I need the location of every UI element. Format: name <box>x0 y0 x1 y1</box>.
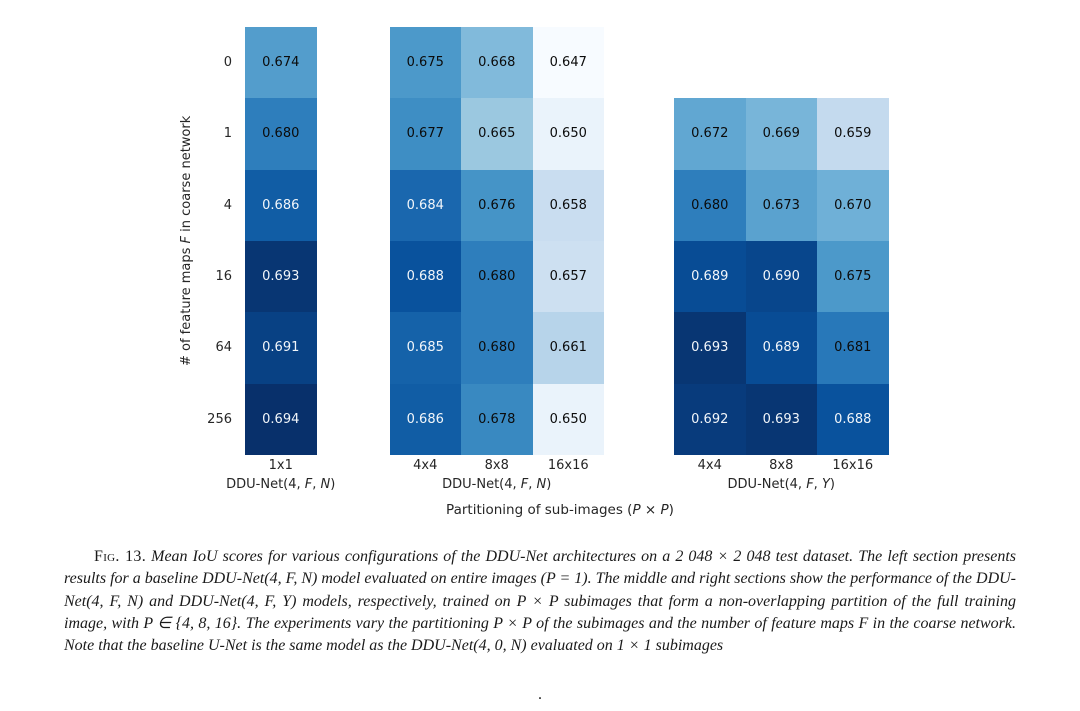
row-tick-label: 1 <box>223 126 232 142</box>
heatmap-cell: 0.675 <box>817 240 889 313</box>
heatmap-cell: 0.676 <box>461 169 533 241</box>
heatmap-cell: 0.690 <box>745 240 817 313</box>
heatmap-cell: 0.657 <box>532 240 604 313</box>
heatmap-cell: 0.688 <box>817 383 889 455</box>
heatmap-cell: 0.647 <box>532 27 604 99</box>
heatmap-section-2: 0.672 0.669 0.659 0.680 0.673 0.670 0.689 0.690… <box>674 98 889 455</box>
heatmap-cell: 0.684 <box>389 169 461 241</box>
heatmap-cell: 0.688 <box>389 240 461 313</box>
heatmap-cell: 0.665 <box>461 98 533 170</box>
heatmap-cell: 0.689 <box>674 240 746 313</box>
heatmap-cell: 0.685 <box>389 312 461 384</box>
row-tick-label: 16 <box>215 269 232 285</box>
section-title: DDU-Net(4, F, N) <box>442 477 552 492</box>
heatmap-section-1: 0.675 0.668 0.647 0.677 0.665 0.650 0.684 0.676… <box>389 27 604 455</box>
heatmap-cell: 0.692 <box>674 383 746 455</box>
row-tick-label: 0 <box>223 55 232 71</box>
section-title: DDU-Net(4, F, N) <box>226 477 336 492</box>
heatmap-cell: 0.678 <box>461 383 533 455</box>
heatmap-cell: 0.693 <box>745 383 817 455</box>
heatmap-cell: 0.689 <box>745 312 817 384</box>
heatmap-cell: 0.672 <box>674 98 746 170</box>
heatmap-cell: 0.694 <box>245 383 317 455</box>
heatmap-cell: 0.680 <box>674 169 746 241</box>
heatmap-cell: 0.669 <box>745 98 817 170</box>
heatmap-cell: 0.673 <box>745 169 817 241</box>
column-tick-label: 16x16 <box>547 458 589 473</box>
heatmap-cell: 0.674 <box>245 27 317 99</box>
heatmap-cell: 0.680 <box>461 240 533 313</box>
heatmap-cell: 0.675 <box>389 27 461 99</box>
column-tick-label: 4x4 <box>413 458 438 473</box>
heatmap-cell: 0.693 <box>674 312 746 384</box>
row-tick-label: 4 <box>223 197 232 213</box>
heatmap-cell: 0.691 <box>245 312 317 384</box>
figure-caption: Fig. 13. Mean IoU scores for various con… <box>64 546 1016 657</box>
row-tick-label: 64 <box>215 340 232 356</box>
heatmap-cell: 0.668 <box>461 27 533 99</box>
column-tick-label: 8x8 <box>484 458 509 473</box>
heatmap-cell: 0.661 <box>532 312 604 384</box>
caption-text: Mean IoU scores for various configuratio… <box>64 548 1017 655</box>
heatmap-cell: 0.681 <box>817 312 889 384</box>
heatmap-cell: 0.677 <box>389 98 461 170</box>
heatmap-cell: 0.686 <box>245 169 317 241</box>
heatmap-section-0: 0.674 0.680 0.686 0.693 0.691 0.694 <box>245 27 317 455</box>
column-tick-label: 4x4 <box>697 458 722 473</box>
row-tick-label: 256 <box>207 411 232 427</box>
heatmap-cell: 0.680 <box>245 98 317 170</box>
column-tick-label: 8x8 <box>769 458 794 473</box>
heatmap-cell: 0.650 <box>532 98 604 170</box>
column-tick-label: 1x1 <box>268 458 293 473</box>
column-tick-label: 16x16 <box>832 458 874 473</box>
heatmap-cell: 0.650 <box>532 383 604 455</box>
section-title: DDU-Net(4, F, Y) <box>727 477 835 492</box>
caption-fig-label: Fig. 13. <box>94 548 147 565</box>
caption-trailing-period: . <box>538 686 542 703</box>
heatmap-cell: 0.693 <box>245 240 317 313</box>
heatmap-cell: 0.680 <box>461 312 533 384</box>
x-axis-label: Partitioning of sub-images (P × P) <box>446 502 674 518</box>
heatmap-cell: 0.670 <box>817 169 889 241</box>
heatmap-cell: 0.658 <box>532 169 604 241</box>
heatmap-cell: 0.686 <box>389 383 461 455</box>
heatmap-cell: 0.659 <box>817 98 889 170</box>
